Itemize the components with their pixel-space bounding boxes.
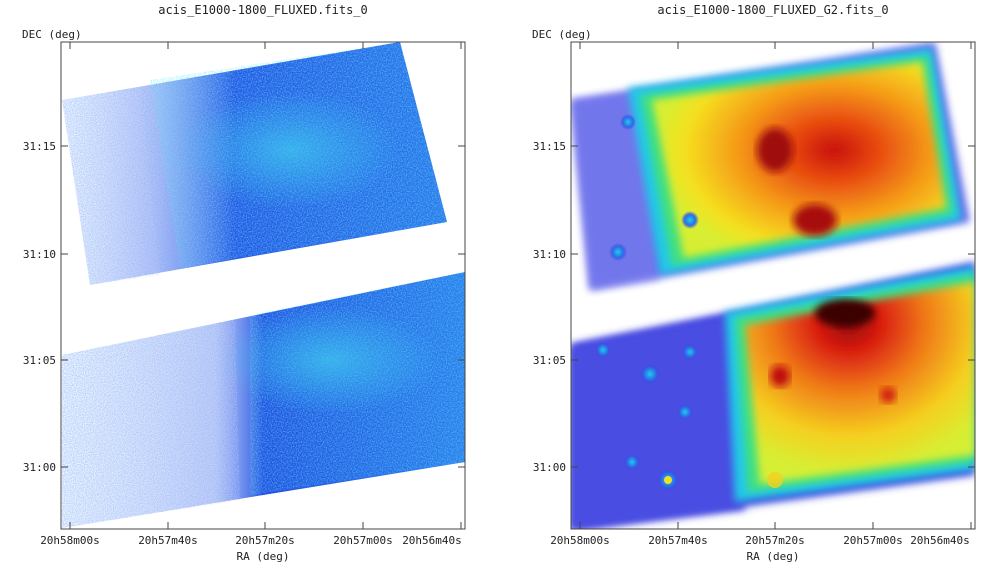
- panel-left-ytick: 31:15: [23, 140, 56, 153]
- panel-left-xtick: 20h57m40s: [138, 534, 198, 547]
- panel-right-ytick: 31:15: [533, 140, 566, 153]
- panel-left: acis_E1000-1800_FLUXED.fits_0 DEC (deg) …: [22, 3, 466, 563]
- panel-left-yaxis: 31:15 31:10 31:05 31:00: [23, 140, 465, 474]
- panel-right-ylabel: DEC (deg): [532, 28, 592, 41]
- panel-right: acis_E1000-1800_FLUXED_G2.fits_0 DEC (de…: [532, 3, 976, 563]
- panel-right-xlabel: RA (deg): [747, 550, 800, 563]
- panel-right-xtick: 20h57m00s: [843, 534, 903, 547]
- panel-left-ytick: 31:05: [23, 354, 56, 367]
- panel-left-ylabel: DEC (deg): [22, 28, 82, 41]
- panel-left-xaxis: 20h58m00s 20h57m40s 20h57m20s 20h57m00s …: [40, 42, 462, 547]
- panel-right-frame: [570, 41, 976, 530]
- panel-left-xtick: 20h58m00s: [40, 534, 100, 547]
- panel-left-xlabel: RA (deg): [237, 550, 290, 563]
- panel-left-frame: [60, 41, 466, 530]
- panel-left-xtick: 20h57m20s: [235, 534, 295, 547]
- panel-right-ytick: 31:00: [533, 461, 566, 474]
- panel-right-image: [571, 42, 975, 529]
- panel-left-title: acis_E1000-1800_FLUXED.fits_0: [158, 3, 368, 17]
- panel-right-yaxis: 31:15 31:10 31:05 31:00: [533, 140, 975, 474]
- panel-right-xtick: 20h57m40s: [648, 534, 708, 547]
- panel-right-title: acis_E1000-1800_FLUXED_G2.fits_0: [657, 3, 888, 17]
- panel-left-ytick: 31:00: [23, 461, 56, 474]
- panel-left-ytick: 31:10: [23, 248, 56, 261]
- panel-right-xtick: 20h56m40s: [910, 534, 970, 547]
- panel-left-image: [62, 42, 465, 528]
- panel-right-xtick: 20h57m20s: [745, 534, 805, 547]
- panel-left-xtick: 20h57m00s: [333, 534, 393, 547]
- panel-right-ytick: 31:10: [533, 248, 566, 261]
- panel-right-xtick: 20h58m00s: [550, 534, 610, 547]
- panel-left-xtick: 20h56m40s: [402, 534, 462, 547]
- panel-right-xaxis: 20h58m00s 20h57m40s 20h57m20s 20h57m00s …: [550, 42, 972, 547]
- panel-right-ytick: 31:05: [533, 354, 566, 367]
